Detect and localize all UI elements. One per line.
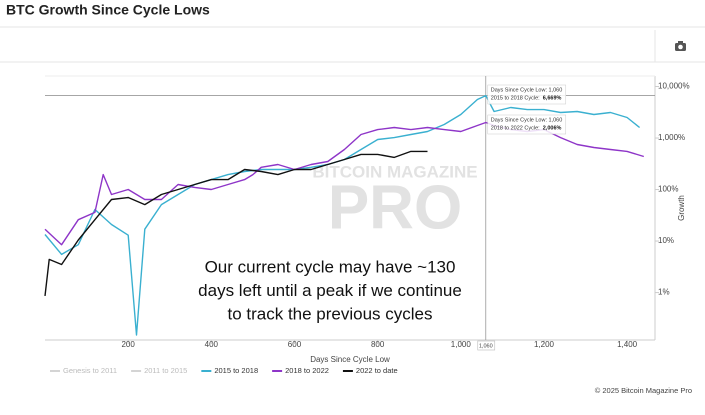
legend-item[interactable]: 2015 to 2018	[201, 366, 258, 375]
annotation: days left until a peak if we continue	[198, 281, 462, 300]
watermark-large: PRO	[328, 173, 462, 242]
legend-item[interactable]: Genesis to 2011	[50, 366, 117, 375]
series-line	[44, 150, 428, 296]
camera-icon[interactable]	[675, 41, 686, 51]
watermark-small: BITCOIN MAGAZINE	[312, 162, 477, 181]
legend-label: 2022 to date	[356, 366, 398, 375]
x-tick-label: 400	[205, 340, 219, 349]
tooltip-value: 2,006%	[543, 125, 562, 131]
y-tick-label: 1%	[658, 288, 670, 297]
y-tick-label: 1,000%	[658, 133, 685, 142]
crosshair-label-box	[477, 340, 496, 351]
legend-item[interactable]: 2018 to 2022	[272, 366, 329, 375]
x-tick-label: 600	[288, 340, 302, 349]
x-axis-title: Days Since Cycle Low	[310, 355, 390, 364]
x-tick-label: 1,000	[451, 340, 472, 349]
footer: © 2025 Bitcoin Magazine Pro	[595, 386, 692, 395]
legend-label: 2018 to 2022	[285, 366, 329, 375]
legend-label: Genesis to 2011	[63, 366, 117, 375]
y-tick-label: 100%	[658, 185, 678, 194]
y-tick-label: 10%	[658, 236, 674, 245]
x-tick-label: 200	[121, 340, 135, 349]
legend-label: 2011 to 2015	[144, 366, 187, 375]
tooltip-box	[487, 114, 567, 135]
crosshair-label: 1,060	[479, 343, 493, 349]
legend-label: 2015 to 2018	[214, 366, 258, 375]
annotation: to track the previous cycles	[227, 304, 432, 323]
y-tick-label: 10,000%	[658, 82, 690, 91]
annotation: Our current cycle may have ~130	[205, 257, 456, 276]
tooltip-head: Days Since Cycle Low: 1,060	[491, 87, 563, 93]
x-tick-label: 1,400	[617, 340, 638, 349]
x-tick-label: 800	[371, 340, 385, 349]
tooltip-box	[487, 84, 567, 105]
tooltip-text: 2018 to 2022 Cycle:	[491, 125, 540, 131]
y-axis-title: Growth	[677, 195, 686, 221]
x-tick-label: 1,200	[534, 340, 555, 349]
legend-item[interactable]: 2022 to date	[342, 366, 398, 375]
legend-item[interactable]: 2011 to 2015	[131, 366, 187, 375]
tooltip-value: 6,669%	[543, 95, 562, 101]
tooltip-text: 2015 to 2018 Cycle:	[491, 95, 540, 101]
chart-title: BTC Growth Since Cycle Lows	[6, 2, 210, 18]
tooltip-head: Days Since Cycle Low: 1,060	[491, 117, 563, 123]
